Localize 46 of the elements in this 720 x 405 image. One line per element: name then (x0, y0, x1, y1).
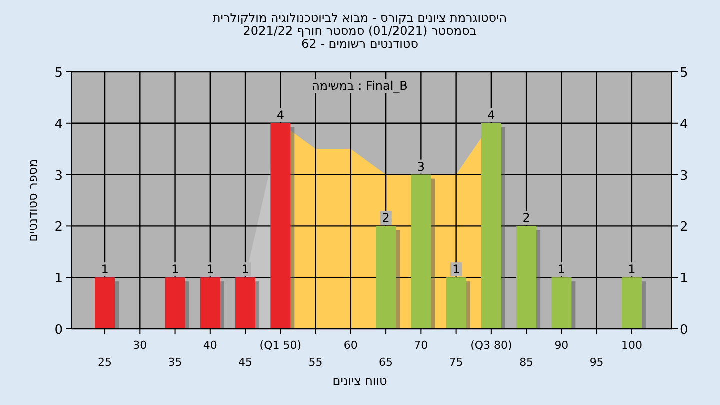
data-label: 1 (558, 262, 566, 277)
x-tick-label: 65 (379, 356, 394, 369)
y-tick-label: 0 (54, 323, 63, 338)
x-tick-label: 25 (98, 356, 112, 369)
x-tick-label: 45 (238, 356, 253, 369)
data-label: 4 (276, 108, 284, 122)
y2-tick-label: 5 (680, 66, 688, 81)
x-tick-label: (Q1 50) (260, 339, 302, 352)
y2-tick-label: 3 (680, 168, 688, 184)
y-tick-label: 2 (54, 220, 63, 236)
x-tick-label: 70 (414, 339, 428, 352)
x-tick-label: 95 (590, 356, 604, 369)
y-tick-label: 5 (54, 66, 63, 81)
x-tick-label: 90 (554, 339, 569, 352)
data-label: 2 (382, 211, 390, 226)
data-label: 1 (101, 262, 109, 277)
annotation: Final_B : במשימה (312, 79, 408, 93)
data-label: 1 (628, 262, 636, 277)
data-label: 1 (452, 262, 460, 277)
x-tick-label: 75 (449, 356, 464, 369)
data-label: 4 (488, 108, 496, 122)
x-axis-title: טווח ציונים (332, 374, 388, 388)
text: סטודנטים רשומים - 62 (301, 37, 419, 51)
data-label: 1 (206, 262, 214, 277)
y2-tick-label: 0 (680, 323, 688, 338)
y2-tick-label: 2 (680, 220, 688, 236)
x-tick-label: 60 (344, 339, 358, 352)
x-tick-label: 30 (133, 339, 148, 352)
chart-title: היסטוגרמת ציונים בקורס - מבוא לביוטכנולוגיה מולקולרית (212, 11, 508, 25)
y2-tick-label: 1 (680, 272, 688, 287)
y-tick-label: 4 (54, 117, 63, 132)
y-axis-title: מספר סטודנטים (26, 159, 40, 242)
y-tick-label: 3 (54, 168, 63, 184)
x-tick-label: (Q3 80) (470, 339, 512, 352)
x-tick-label: 55 (308, 356, 323, 369)
x-tick-label: 85 (520, 356, 534, 369)
y-tick-label: 1 (54, 272, 63, 287)
x-tick-label: 35 (168, 356, 182, 369)
data-label: 1 (242, 262, 250, 277)
x-tick-label: 100 (621, 339, 642, 352)
data-label: 2 (522, 211, 530, 226)
chart-subtitle: בסמסטר (01/2021) סמסטר חורף 2021/22 (243, 24, 477, 38)
data-label: 1 (171, 262, 180, 277)
y2-tick-label: 4 (680, 117, 688, 132)
x-tick-label: 40 (203, 339, 218, 352)
data-label: 3 (417, 160, 425, 174)
